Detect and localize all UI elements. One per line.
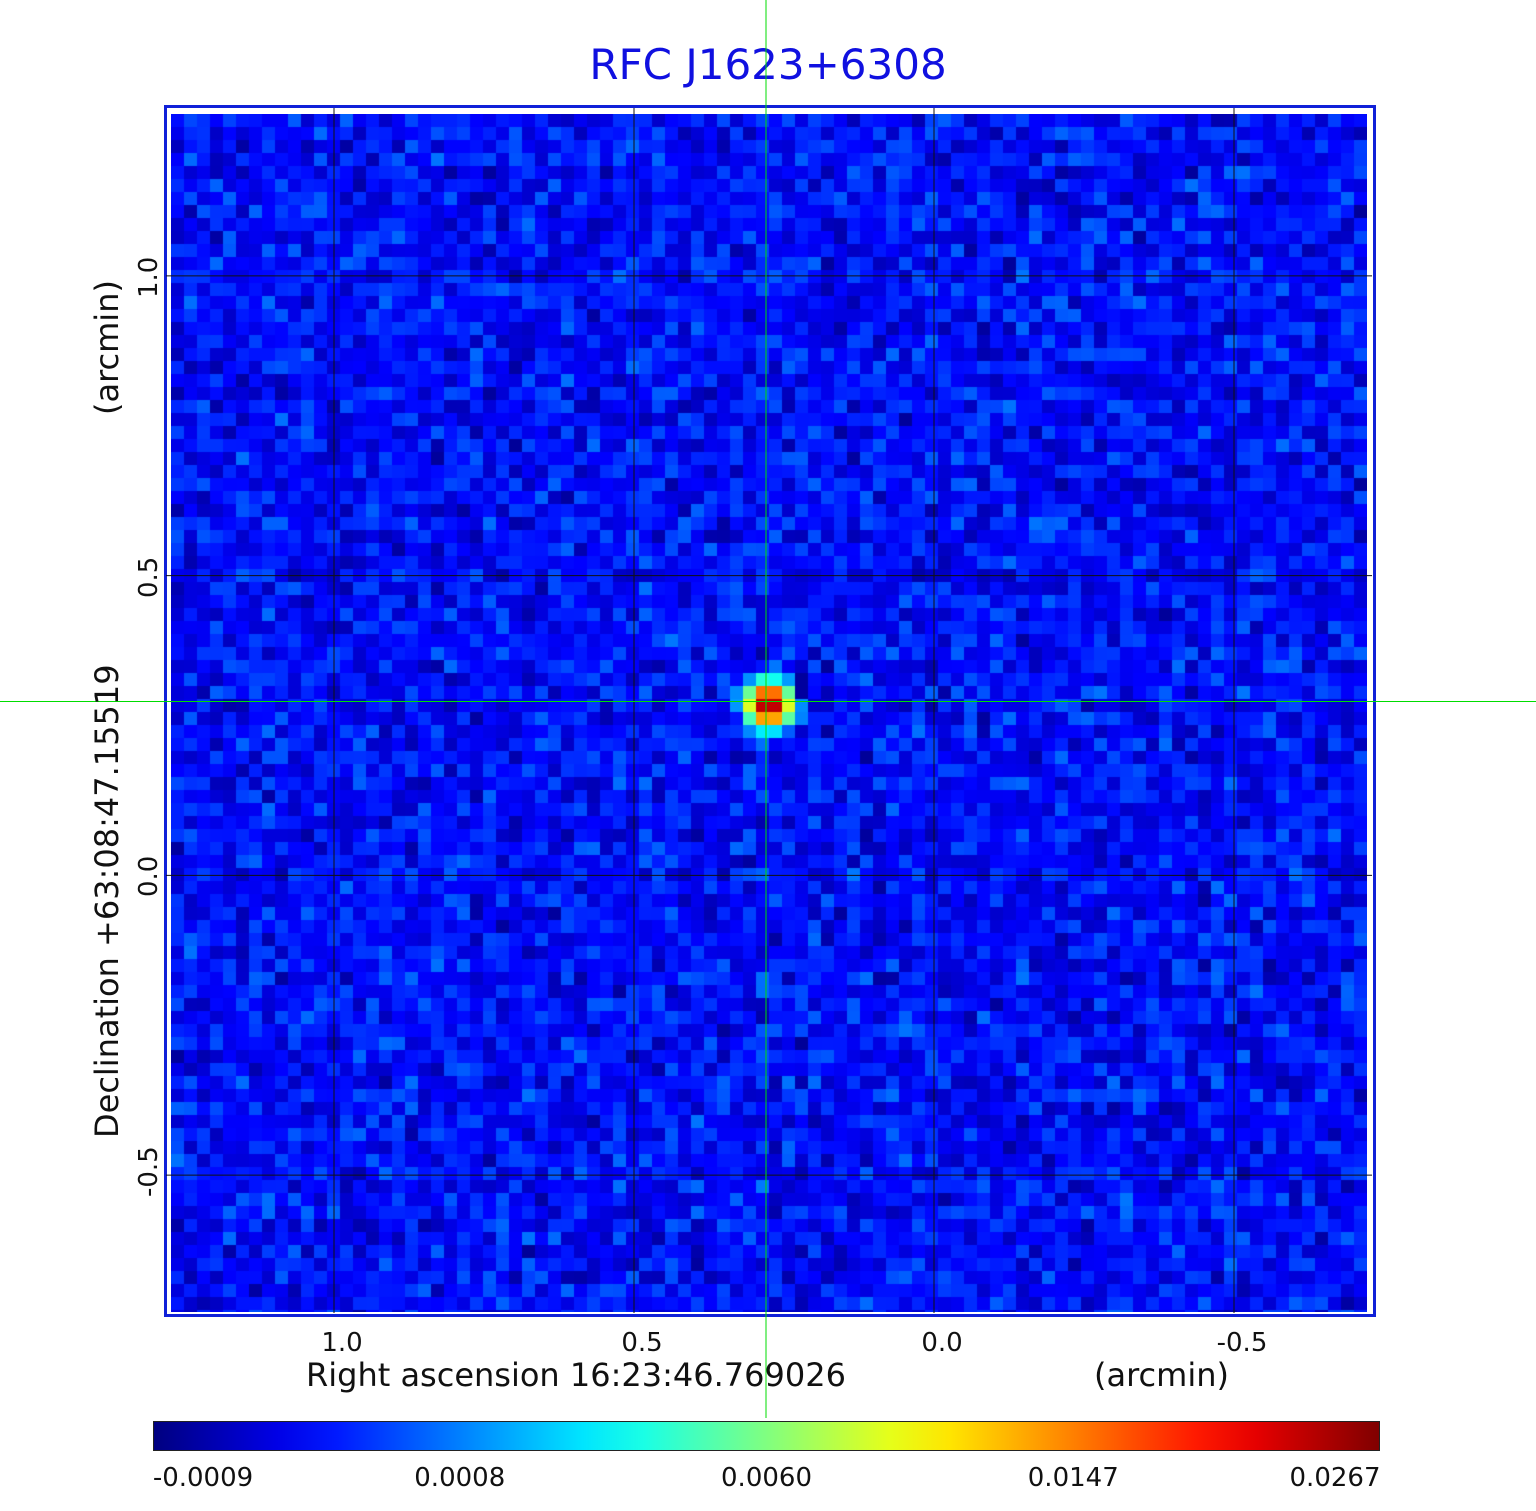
colorbar-tick-label: 0.0147 (1027, 1463, 1119, 1493)
x-tick-label: 0.5 (621, 1328, 663, 1358)
chart-title: RFC J1623+6308 (589, 40, 947, 89)
y-tick-label: 0.0 (134, 856, 164, 898)
x-tick-label: -0.5 (1216, 1328, 1268, 1358)
x-tick-label: 1.0 (321, 1328, 363, 1358)
colorbar-tick-label: 0.0008 (414, 1463, 506, 1493)
y-axis-unit: (arcmin) (88, 280, 126, 415)
x-axis-unit: (arcmin) (1094, 1356, 1229, 1394)
y-tick-label: 1.0 (134, 256, 164, 298)
colorbar (153, 1421, 1380, 1451)
y-tick-label: 0.5 (134, 556, 164, 598)
y-axis-label: Declination +63:08:47.15519 (88, 664, 126, 1138)
colorbar-tick-label: 0.0060 (721, 1463, 812, 1493)
colorbar-tick-label: 0.0267 (1289, 1463, 1381, 1493)
y-tick-label: -0.5 (134, 1146, 164, 1198)
sky-map-image (171, 114, 1367, 1312)
colorbar-tick-label: -0.0009 (152, 1463, 254, 1493)
x-tick-label: 0.0 (921, 1328, 963, 1358)
sky-map-frame (164, 105, 1376, 1317)
x-axis-label: Right ascension 16:23:46.769026 (306, 1356, 846, 1394)
